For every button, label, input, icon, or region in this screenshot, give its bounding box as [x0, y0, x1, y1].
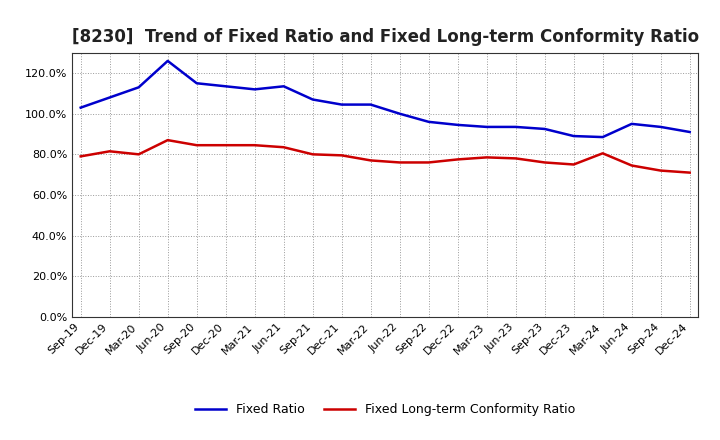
Fixed Long-term Conformity Ratio	[251, 143, 259, 148]
Fixed Long-term Conformity Ratio	[395, 160, 404, 165]
Title: [8230]  Trend of Fixed Ratio and Fixed Long-term Conformity Ratio: [8230] Trend of Fixed Ratio and Fixed Lo…	[71, 28, 699, 46]
Fixed Long-term Conformity Ratio	[338, 153, 346, 158]
Fixed Ratio	[570, 133, 578, 139]
Fixed Long-term Conformity Ratio	[76, 154, 85, 159]
Fixed Ratio	[511, 124, 520, 129]
Fixed Long-term Conformity Ratio	[570, 162, 578, 167]
Fixed Ratio	[627, 121, 636, 127]
Fixed Ratio	[251, 87, 259, 92]
Fixed Ratio	[598, 135, 607, 140]
Line: Fixed Ratio: Fixed Ratio	[81, 61, 690, 137]
Fixed Long-term Conformity Ratio	[366, 158, 375, 163]
Fixed Long-term Conformity Ratio	[685, 170, 694, 175]
Fixed Long-term Conformity Ratio	[308, 152, 317, 157]
Fixed Long-term Conformity Ratio	[163, 137, 172, 143]
Fixed Ratio	[308, 97, 317, 102]
Fixed Ratio	[685, 129, 694, 135]
Fixed Ratio	[338, 102, 346, 107]
Fixed Ratio	[163, 58, 172, 63]
Fixed Ratio	[76, 105, 85, 110]
Fixed Ratio	[105, 95, 114, 100]
Fixed Ratio	[366, 102, 375, 107]
Fixed Ratio	[541, 126, 549, 132]
Fixed Long-term Conformity Ratio	[482, 155, 491, 160]
Fixed Long-term Conformity Ratio	[598, 150, 607, 156]
Fixed Ratio	[482, 124, 491, 129]
Line: Fixed Long-term Conformity Ratio: Fixed Long-term Conformity Ratio	[81, 140, 690, 172]
Fixed Ratio	[454, 122, 462, 128]
Fixed Long-term Conformity Ratio	[424, 160, 433, 165]
Fixed Ratio	[657, 124, 665, 129]
Fixed Long-term Conformity Ratio	[511, 156, 520, 161]
Fixed Long-term Conformity Ratio	[627, 163, 636, 168]
Fixed Long-term Conformity Ratio	[454, 157, 462, 162]
Fixed Ratio	[279, 84, 288, 89]
Fixed Long-term Conformity Ratio	[105, 149, 114, 154]
Fixed Long-term Conformity Ratio	[657, 168, 665, 173]
Legend: Fixed Ratio, Fixed Long-term Conformity Ratio: Fixed Ratio, Fixed Long-term Conformity …	[190, 399, 580, 422]
Fixed Ratio	[395, 111, 404, 116]
Fixed Ratio	[135, 84, 143, 90]
Fixed Long-term Conformity Ratio	[279, 145, 288, 150]
Fixed Ratio	[221, 84, 230, 89]
Fixed Long-term Conformity Ratio	[192, 143, 201, 148]
Fixed Ratio	[424, 119, 433, 125]
Fixed Long-term Conformity Ratio	[541, 160, 549, 165]
Fixed Long-term Conformity Ratio	[135, 152, 143, 157]
Fixed Ratio	[192, 81, 201, 86]
Fixed Long-term Conformity Ratio	[221, 143, 230, 148]
